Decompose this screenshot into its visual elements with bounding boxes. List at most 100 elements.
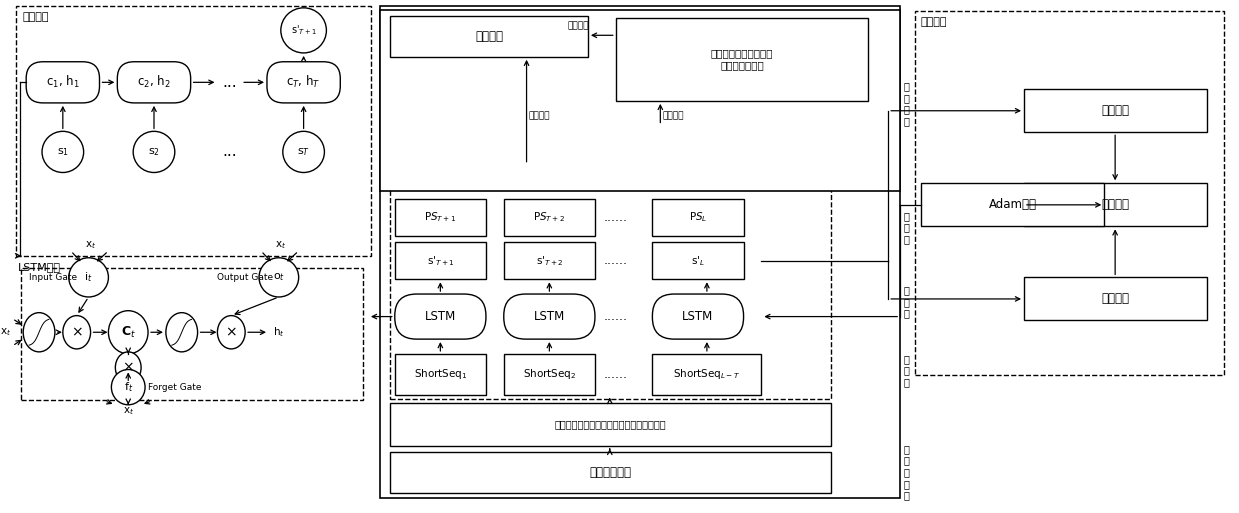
Text: ×: × [123,361,134,374]
Text: C$_t$: C$_t$ [120,325,136,340]
FancyBboxPatch shape [390,403,831,446]
FancyBboxPatch shape [504,354,595,395]
FancyBboxPatch shape [1023,278,1207,321]
Text: ......: ...... [603,368,628,381]
FancyBboxPatch shape [118,62,191,103]
Text: 异常判定: 异常判定 [475,30,503,43]
Text: s'$_L$: s'$_L$ [691,254,705,268]
Text: x$_t$: x$_t$ [275,239,286,251]
Text: c$_1$, h$_1$: c$_1$, h$_1$ [46,74,79,90]
FancyBboxPatch shape [653,354,762,395]
Text: 系统调用序列: 系统调用序列 [590,466,632,479]
Text: 检测阶段: 检测阶段 [567,22,589,30]
Text: 建模阶段: 建模阶段 [663,111,684,120]
FancyBboxPatch shape [16,6,370,256]
FancyBboxPatch shape [653,294,743,339]
FancyBboxPatch shape [395,354,486,395]
Text: Input Gate: Input Gate [30,273,77,282]
FancyBboxPatch shape [504,199,595,236]
FancyBboxPatch shape [390,16,589,57]
FancyBboxPatch shape [390,132,831,399]
Ellipse shape [259,258,299,297]
Text: LSTM: LSTM [534,310,565,323]
FancyBboxPatch shape [1023,183,1207,226]
Text: ×: × [225,325,237,339]
Text: x$_t$: x$_t$ [0,326,11,338]
Text: ......: ...... [603,211,628,224]
Ellipse shape [281,8,326,53]
Text: Output Gate: Output Gate [217,273,274,282]
Ellipse shape [63,315,90,349]
Text: i$_t$: i$_t$ [84,270,93,284]
Text: 隐
藏
层: 隐 藏 层 [903,285,909,319]
Ellipse shape [115,352,141,383]
Text: LSTM: LSTM [683,310,714,323]
FancyBboxPatch shape [380,6,900,498]
Ellipse shape [112,369,145,405]
Text: 输
出
层: 输 出 层 [903,211,909,244]
Text: 网络训练: 网络训练 [921,16,948,27]
Ellipse shape [42,131,84,172]
Text: P$S_L$: P$S_L$ [689,211,707,225]
Text: P$S_{T+1}$: P$S_{T+1}$ [424,211,456,225]
Ellipse shape [166,312,197,352]
FancyBboxPatch shape [21,268,363,400]
Ellipse shape [109,311,147,354]
Text: 理论输出: 理论输出 [1101,292,1130,305]
Text: ......: ...... [603,310,628,323]
FancyBboxPatch shape [653,242,743,280]
Text: ShortSeq$_1$: ShortSeq$_1$ [414,367,467,381]
Text: 检测阶段: 检测阶段 [529,111,550,120]
Text: ...: ... [222,145,237,160]
Text: 损失计算: 损失计算 [1101,199,1130,211]
Text: LSTM单元: LSTM单元 [19,262,61,272]
Text: P$S_{T+2}$: P$S_{T+2}$ [533,211,565,225]
FancyBboxPatch shape [380,10,900,191]
Text: ShortSeq$_2$: ShortSeq$_2$ [523,367,576,381]
Text: s$_1$: s$_1$ [57,146,69,158]
FancyBboxPatch shape [390,452,831,493]
FancyBboxPatch shape [395,199,486,236]
Text: 输
入
层: 输 入 层 [903,354,909,387]
Text: s'$_{T+1}$: s'$_{T+1}$ [291,24,317,37]
Text: o$_t$: o$_t$ [273,271,285,283]
FancyBboxPatch shape [26,62,99,103]
Text: 数
据
预
处
理: 数 据 预 处 理 [903,444,909,500]
Text: ......: ...... [603,254,628,267]
Text: h$_t$: h$_t$ [273,325,285,339]
Text: s$_2$: s$_2$ [147,146,160,158]
Text: c$_2$, h$_2$: c$_2$, h$_2$ [138,74,171,90]
Ellipse shape [24,312,55,352]
FancyBboxPatch shape [653,199,743,236]
FancyBboxPatch shape [1023,89,1207,132]
Text: ...: ... [222,75,237,90]
FancyBboxPatch shape [395,294,486,339]
Text: x$_t$: x$_t$ [123,405,134,417]
Text: f$_t$: f$_t$ [124,380,133,394]
Text: LSTM: LSTM [425,310,456,323]
FancyBboxPatch shape [914,11,1224,376]
FancyBboxPatch shape [395,242,486,280]
Ellipse shape [69,258,109,297]
FancyBboxPatch shape [266,62,341,103]
FancyBboxPatch shape [616,17,869,101]
Text: 网络结构: 网络结构 [22,12,48,22]
FancyBboxPatch shape [504,294,595,339]
Text: x$_t$: x$_t$ [85,239,97,251]
Text: s$_T$: s$_T$ [297,146,310,158]
Text: s'$_{T+1}$: s'$_{T+1}$ [426,254,455,268]
Ellipse shape [133,131,175,172]
Text: c$_T$, h$_T$: c$_T$, h$_T$ [286,74,321,90]
FancyBboxPatch shape [921,183,1104,226]
Ellipse shape [217,315,245,349]
Text: s'$_{T+2}$: s'$_{T+2}$ [535,254,564,268]
Text: 自定义短序列概率阈值
生成模型修正库: 自定义短序列概率阈值 生成模型修正库 [711,49,773,70]
Text: ShortSeq$_{L-T}$: ShortSeq$_{L-T}$ [673,367,741,381]
Text: 生成短序列，训练样本同比去重，独热编码: 生成短序列，训练样本同比去重，独热编码 [555,420,667,429]
Text: Adam优化: Adam优化 [989,199,1037,211]
Text: ×: × [71,325,83,339]
FancyBboxPatch shape [504,242,595,280]
Text: Forget Gate: Forget Gate [147,383,202,391]
Text: 异
常
检
测: 异 常 检 测 [903,82,909,126]
Ellipse shape [282,131,325,172]
